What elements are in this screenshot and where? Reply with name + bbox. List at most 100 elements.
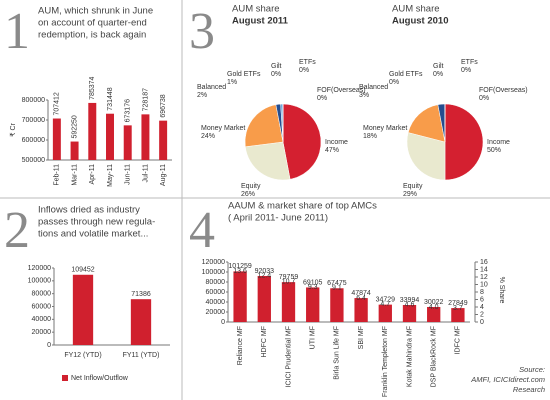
- share-label: 9.3: [308, 284, 318, 291]
- slice-label: ETFs: [461, 59, 478, 66]
- bar: [257, 275, 271, 322]
- x-tick-label: ICICI Prudential MF: [285, 326, 292, 387]
- bar: [330, 288, 344, 322]
- slice-label: Equity: [403, 183, 423, 190]
- y2-tick-label: 0: [480, 319, 484, 326]
- value-label: 728187: [142, 88, 149, 111]
- source: AMFI, ICICIdirect.com: [470, 375, 545, 384]
- slice-label: Income: [487, 139, 510, 146]
- panel-number: 2: [4, 202, 30, 259]
- legend-swatch: [62, 375, 68, 381]
- value-label: 67475: [327, 280, 347, 287]
- panel-number: 4: [189, 202, 215, 259]
- slice-value: 29%: [403, 191, 417, 198]
- y2-tick-label: 4: [480, 304, 484, 311]
- y-tick-label: 20000: [32, 329, 52, 336]
- bar: [70, 141, 79, 160]
- y2-tick-label: 16: [480, 259, 488, 266]
- share-label: 10.7: [282, 279, 296, 286]
- value-label: 731448: [107, 87, 114, 110]
- x-tick-label: FY11 (YTD): [123, 352, 160, 359]
- chart-title: AUM share: [392, 4, 440, 15]
- y2-tick-label: 6: [480, 296, 484, 303]
- pie-slice: [406, 132, 446, 181]
- y2-tick-label: 10: [480, 281, 488, 288]
- pie-slice: [244, 104, 284, 148]
- chart-subtitle: August 2010: [392, 16, 449, 27]
- x-tick-label: SBI MF: [358, 326, 365, 349]
- chart-subtitle: August 2011: [232, 16, 289, 27]
- slice-label: Balanced: [197, 84, 226, 91]
- y-tick-label: 80000: [32, 291, 52, 298]
- share-label: 4.6: [405, 302, 415, 309]
- y-tick-label: 0: [47, 342, 51, 349]
- slice-value: 47%: [325, 147, 339, 154]
- bar: [427, 306, 441, 322]
- x-tick-label: Feb-11: [54, 164, 61, 186]
- value-label: 34729: [376, 296, 396, 303]
- chart-title: AAUM & market share of top AMCs: [228, 201, 377, 212]
- y2-axis-label: % Share: [498, 277, 505, 304]
- value-label: 79759: [279, 274, 299, 281]
- bar: [141, 114, 150, 160]
- chart-title: AUM, which shrunk in June: [38, 6, 153, 17]
- slice-label: Gilt: [271, 63, 282, 70]
- chart-title: AUM share: [232, 4, 280, 15]
- share-label: 9.1: [332, 285, 342, 292]
- bar: [52, 118, 61, 160]
- y-tick-label: 120000: [202, 259, 225, 266]
- chart-title: passes through new regula-: [38, 217, 155, 228]
- slice-label: Equity: [241, 183, 261, 190]
- chart-title: Inflows dried as industry: [38, 205, 140, 216]
- value-label: 71386: [131, 291, 151, 298]
- chart-title: on account of quarter-end: [38, 18, 147, 29]
- y-tick-label: 0: [221, 319, 225, 326]
- value-label: 92033: [255, 268, 275, 275]
- slice-label: Gold ETFs: [227, 71, 261, 78]
- slice-value: 0%: [299, 67, 309, 74]
- panel-number: 1: [4, 3, 30, 60]
- x-tick-label: Jun-11: [125, 164, 132, 185]
- slice-value: 1%: [227, 79, 237, 86]
- slice-value: 24%: [201, 133, 215, 140]
- x-tick-label: DSP BlackRock MF: [431, 326, 438, 387]
- slice-value: 0%: [317, 95, 327, 102]
- slice-value: 0%: [433, 71, 443, 78]
- y-tick-label: 800000: [22, 97, 45, 104]
- y-tick-label: 100000: [28, 278, 51, 285]
- y-tick-label: 80000: [206, 279, 226, 286]
- value-label: 673176: [125, 99, 132, 122]
- value-label: 69105: [303, 279, 323, 286]
- x-tick-label: Franklin Templeton MF: [382, 326, 389, 397]
- share-label: 4.0: [429, 304, 439, 311]
- source: Source:: [519, 365, 545, 374]
- share-label: 4.7: [380, 301, 390, 308]
- slice-label: Balanced: [359, 84, 388, 91]
- value-label: 785374: [89, 76, 96, 99]
- bar: [306, 287, 320, 322]
- bar: [402, 305, 417, 322]
- value-label: 592250: [71, 115, 78, 138]
- value-label: 47874: [351, 290, 371, 297]
- x-tick-label: Reliance MF: [237, 326, 244, 365]
- bar: [123, 125, 132, 160]
- x-tick-label: FY12 (YTD): [64, 352, 101, 359]
- bar: [354, 298, 368, 322]
- share-label: 3.7: [453, 305, 463, 312]
- value-label: 30022: [424, 299, 444, 306]
- slice-value: 26%: [241, 191, 255, 198]
- pie-slice: [444, 103, 484, 181]
- legend-label: Net Inflow/Outflow: [71, 375, 129, 382]
- share-label: 6.4: [356, 295, 366, 302]
- y-tick-label: 100000: [202, 269, 225, 276]
- x-tick-label: Apr-11: [89, 164, 96, 185]
- value-label: 707412: [54, 92, 61, 115]
- value-label: 27849: [448, 300, 468, 307]
- x-tick-label: Aug-11: [160, 164, 167, 186]
- pie-slice: [245, 141, 291, 181]
- slice-label: Money Market: [201, 125, 245, 132]
- x-tick-label: IDFC MF: [455, 326, 462, 354]
- y-tick-label: 60000: [206, 289, 226, 296]
- slice-label: Gold ETFs: [389, 71, 423, 78]
